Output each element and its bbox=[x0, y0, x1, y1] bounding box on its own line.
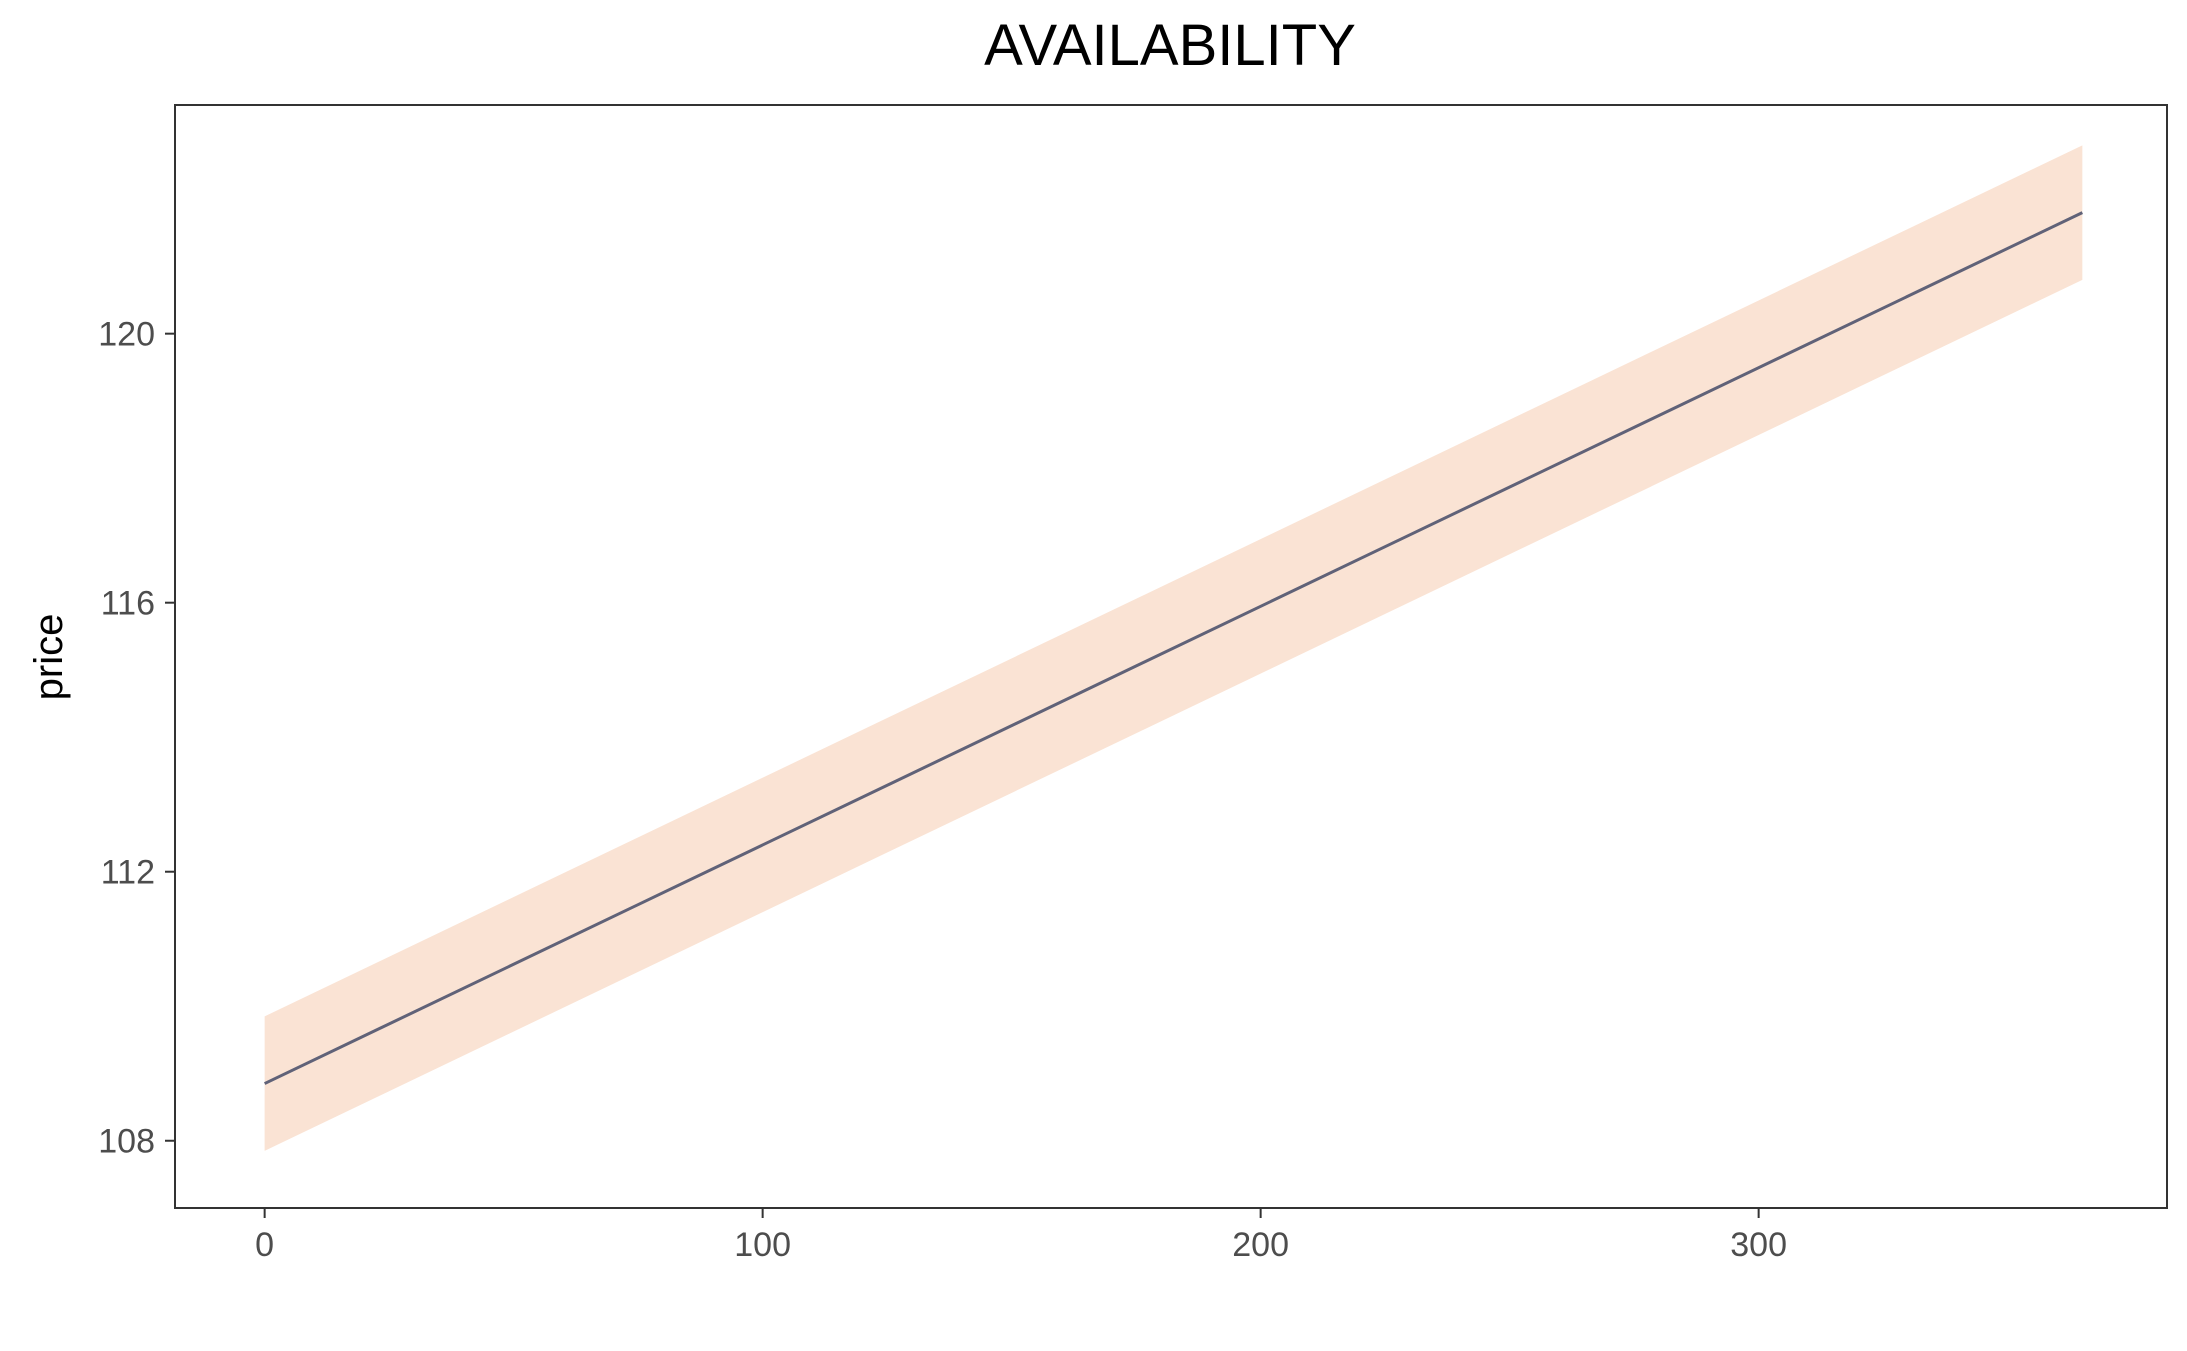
y-axis-label: price bbox=[27, 614, 71, 701]
y-tick-label: 120 bbox=[98, 316, 155, 354]
chart-title: AVAILABILITY bbox=[984, 13, 1356, 78]
panel-border bbox=[174, 104, 2168, 1209]
x-tick-label: 300 bbox=[1730, 1226, 1787, 1264]
trend-line bbox=[263, 211, 2083, 1085]
y-tick-label: 116 bbox=[101, 585, 155, 623]
x-tick-label: 200 bbox=[1232, 1226, 1289, 1264]
plot-area: 0 100 200 300 108 112 116 120 bbox=[98, 104, 2168, 1264]
y-tick-label: 112 bbox=[101, 854, 155, 892]
y-tick-label: 108 bbox=[98, 1123, 155, 1161]
x-tick-label: 100 bbox=[734, 1226, 791, 1264]
x-tick-label: 0 bbox=[255, 1226, 274, 1264]
